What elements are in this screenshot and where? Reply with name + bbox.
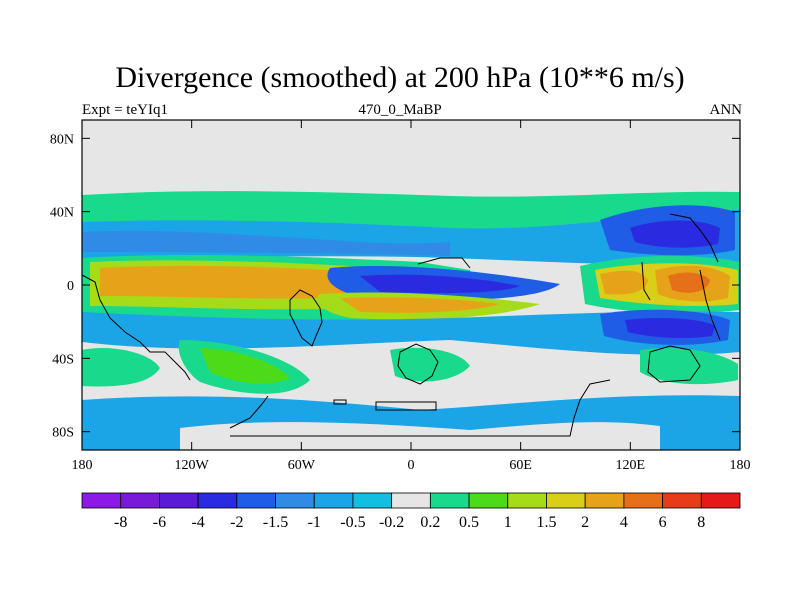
- colorbar-label: -0.2: [379, 514, 404, 531]
- chart-title: Divergence (smoothed) at 200 hPa (10**6 …: [115, 61, 685, 94]
- sh-midlat-positive-atlantic: [390, 347, 470, 382]
- colorbar-label: -1.5: [263, 514, 288, 531]
- west-pacific-negative-north-core: [630, 220, 720, 248]
- y-tick-label: 0: [67, 279, 74, 294]
- equatorial-positive-max: [100, 265, 371, 299]
- season-label: ANN: [709, 102, 743, 118]
- x-tick-label: 0: [408, 458, 415, 473]
- x-tick-label: 60E: [509, 458, 532, 473]
- coastline-antarctica: [230, 379, 611, 437]
- coastline-north-america: [81, 274, 191, 381]
- coastline-east-asia: [669, 213, 719, 263]
- x-tick-label: 180: [72, 458, 93, 473]
- x-tick-label: 180: [730, 458, 751, 473]
- sh-subtropical-negative-band: [82, 311, 740, 355]
- colorbar-label: 4: [620, 514, 628, 531]
- colorbar-label: -4: [191, 514, 204, 531]
- coastline-island-b: [333, 399, 347, 405]
- x-tick-label: 60W: [288, 458, 316, 473]
- colorbar-label: 1.5: [536, 514, 556, 531]
- experiment-label: Expt = teYIq1: [82, 102, 168, 118]
- coastline-australia: [647, 345, 701, 383]
- west-pacific-peak: [668, 272, 710, 293]
- x-axis: 180 120W 60W 0 60E 120E 180: [72, 120, 751, 473]
- colorbar-swatch: [584, 492, 625, 509]
- coastline-south-america: [289, 289, 323, 347]
- colorbar-label: 1: [504, 514, 512, 531]
- colorbar-swatch: [429, 492, 470, 509]
- colorbar-swatch: [159, 492, 199, 509]
- map-field-layer: [82, 120, 740, 450]
- colorbar-label: 2: [581, 514, 589, 531]
- colorbar-swatch: [546, 492, 586, 509]
- y-tick-label: 40S: [52, 352, 74, 367]
- colorbar-label: 0.2: [420, 514, 440, 531]
- colorbar-label: 0.5: [459, 514, 479, 531]
- coastline-island-a: [375, 401, 437, 411]
- colorbar-swatch: [197, 492, 238, 509]
- colorbar-swatch: [352, 492, 393, 509]
- colorbar-label: -6: [153, 514, 166, 531]
- nh-subtropical-negative-core: [82, 230, 450, 256]
- colorbar-swatch: [507, 492, 547, 509]
- sh-midlat-positive-central-core: [200, 348, 290, 384]
- colorbar-swatch: [468, 492, 509, 509]
- sh-subtropical-negative-max: [625, 318, 715, 339]
- colorbar-swatch: [700, 492, 741, 509]
- west-pacific-positive-max: [600, 270, 648, 295]
- coastlines: [81, 213, 721, 437]
- colorbar-swatch: [623, 492, 663, 509]
- colorbar-label: 8: [697, 514, 705, 531]
- colorbar-label: -0.5: [340, 514, 365, 531]
- colorbar-label: -8: [114, 514, 127, 531]
- x-tick-label: 120E: [616, 458, 646, 473]
- colorbar-swatch: [120, 492, 160, 509]
- coastline-maritime: [641, 261, 651, 301]
- coastline-west-pacific: [699, 269, 721, 341]
- coastline-asia: [417, 257, 471, 269]
- atlantic-positive-core: [340, 297, 500, 313]
- colorbar-swatch: [81, 492, 122, 509]
- colorbar: -8 -6 -4 -2 -1.5 -1 -0.5 -0.2 0.2 0.5 1 1.5 2 4 6 8: [81, 492, 741, 531]
- colorbar-label: -1: [308, 514, 321, 531]
- period-label: 470_0_MaBP: [358, 102, 442, 118]
- colorbar-label: -2: [230, 514, 243, 531]
- colorbar-swatch: [391, 492, 431, 509]
- colorbar-swatch: [662, 492, 702, 509]
- africa-indian-negative-core: [360, 274, 520, 294]
- colorbar-swatch: [236, 492, 276, 509]
- y-tick-label: 80N: [50, 132, 74, 147]
- colorbar-swatch: [313, 492, 354, 509]
- y-tick-label: 40N: [50, 206, 74, 221]
- colorbar-swatch: [275, 492, 315, 509]
- sh-midlat-positive-west: [82, 348, 160, 387]
- colorbar-label: 6: [659, 514, 667, 531]
- sh-midlat-positive-pacific: [640, 347, 738, 385]
- y-tick-label: 80S: [52, 426, 74, 441]
- y-axis: 80N 40N 0 40S 80S: [50, 132, 740, 441]
- x-tick-label: 120W: [175, 458, 210, 473]
- coastline-antarctic-peninsula: [229, 395, 269, 429]
- coastline-africa: [397, 343, 439, 385]
